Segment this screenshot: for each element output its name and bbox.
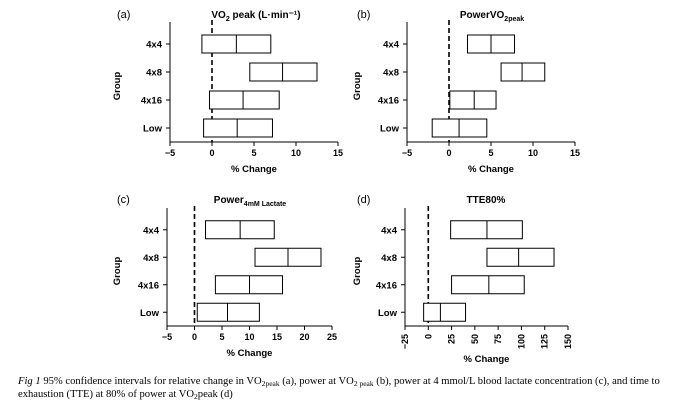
x-tick-label: 0 (446, 148, 451, 158)
chart-title: TTE80% (467, 195, 506, 206)
panel-d: (d) TTE80% −25 0 25 50 75 100 125 150 % Change Grou… (352, 194, 573, 365)
x-tick-label: 20 (299, 332, 309, 342)
ci-box-Low (203, 118, 273, 138)
category-label: 4x4 (381, 225, 398, 236)
x-tick-label: 125 (540, 334, 550, 349)
x-tick-label: 10 (528, 148, 538, 158)
x-axis-label: % Change (468, 164, 514, 175)
caption-sub-1: 2peak (261, 379, 280, 388)
y-axis-label: Group (112, 72, 123, 101)
x-tick-label: 10 (244, 332, 254, 342)
category-label: 4x4 (146, 40, 163, 51)
panel-label: (a) (117, 9, 130, 21)
category-label: 4x4 (143, 225, 160, 236)
x-tick-label: −5 (165, 148, 175, 158)
ci-box-4x8 (486, 247, 555, 267)
ci-box-4x16 (451, 275, 525, 295)
x-tick-label: 100 (516, 334, 526, 349)
panel-label: (b) (357, 9, 370, 21)
caption-sub-2: 2 peak (353, 379, 374, 388)
caption-sub-3: 2 (194, 392, 198, 401)
category-label: 4x4 (383, 40, 400, 51)
x-tick-label: 0 (192, 332, 197, 342)
x-tick-label: 15 (272, 332, 282, 342)
category-label: 4x8 (143, 253, 159, 264)
ci-box-Low (423, 302, 467, 322)
figure-canvas: (a) VO2 peak (L·min⁻¹) −5 0 5 10 15 % Change Gro… (112, 9, 580, 365)
panel-c: (c) Power4mM Lactate −5 0 5 10 15 20 25 % Change G… (112, 194, 337, 359)
y-axis-label: Group (112, 257, 123, 286)
figure-caption: Fig 1 95% confidence intervals for relat… (18, 375, 682, 401)
category-label: Low (378, 308, 398, 319)
panel-label: (c) (117, 194, 130, 206)
category-label: 4x16 (378, 96, 399, 107)
panel-label: (d) (357, 194, 370, 206)
x-tick-label: 15 (333, 148, 343, 158)
x-tick-label: 5 (219, 332, 224, 342)
x-tick-label: 15 (570, 148, 580, 158)
y-axis-label: Group (352, 72, 363, 101)
ci-box-4x16 (208, 90, 280, 110)
x-tick-label: 150 (563, 334, 573, 349)
caption-text-3: (b), power at 4 mmol/L blood lactate con… (18, 376, 660, 400)
x-tick-label: −5 (402, 148, 412, 158)
x-tick-label: 0 (209, 148, 214, 158)
x-tick-label: 25 (327, 332, 337, 342)
caption-text-2: (a), power at VO (279, 376, 354, 387)
x-tick-label: 10 (291, 148, 301, 158)
x-tick-label: 0 (423, 334, 433, 339)
ci-box-Low (196, 302, 260, 322)
ci-box-4x8 (249, 62, 318, 82)
x-axis-label: % Change (231, 164, 277, 175)
x-axis-label: % Change (227, 348, 273, 359)
chart-title: Power4mM Lactate (214, 195, 287, 208)
panel-a: (a) VO2 peak (L·min⁻¹) −5 0 5 10 15 % Change Gro… (112, 9, 343, 175)
x-tick-label: 50 (470, 334, 480, 344)
x-tick-label: 5 (251, 148, 256, 158)
x-tick-label: 5 (488, 148, 493, 158)
category-label: 4x16 (141, 96, 162, 107)
x-tick-label: 75 (493, 334, 503, 344)
category-label: 4x16 (138, 280, 159, 291)
category-label: 4x16 (376, 280, 397, 291)
chart-title: PowerVO2peak (460, 10, 524, 23)
category-label: Low (143, 124, 163, 135)
x-tick-label: −5 (162, 332, 172, 342)
y-axis-label: Group (352, 257, 363, 286)
ci-box-4x16 (214, 275, 283, 295)
category-label: 4x8 (381, 253, 397, 264)
category-label: 4x8 (146, 68, 162, 79)
x-axis-label: % Change (464, 354, 510, 365)
category-label: 4x8 (383, 68, 399, 79)
x-tick-label: 25 (447, 334, 457, 344)
x-tick-label: −25 (400, 334, 410, 349)
ci-box-4x8 (500, 62, 546, 82)
caption-text-4: peak (d) (197, 389, 233, 400)
caption-text-1: 95% confidence intervals for relative ch… (40, 376, 262, 387)
category-label: Low (380, 124, 400, 135)
panel-b: (b) PowerVO2peak −5 0 5 10 15 % Change Group 4x4 4… (352, 9, 580, 175)
chart-title: VO2 peak (L·min⁻¹) (211, 10, 300, 23)
ci-box-4x16 (449, 90, 497, 110)
category-label: Low (140, 308, 160, 319)
caption-fig-label: Fig 1 (18, 376, 41, 387)
